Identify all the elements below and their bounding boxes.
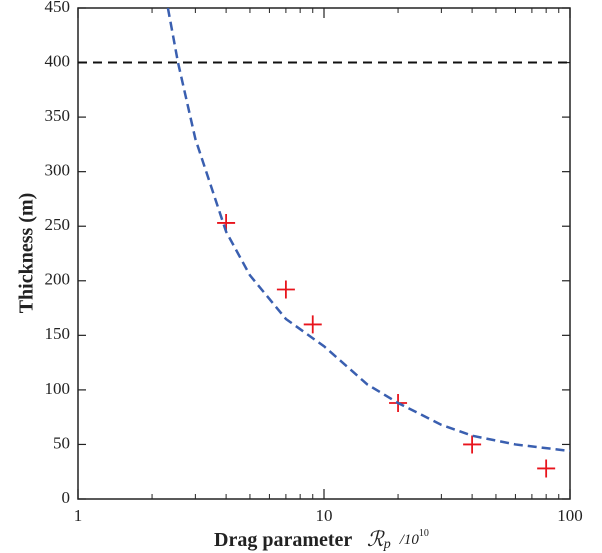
y-tick-label: 0 [62, 488, 71, 507]
fit-curve [166, 8, 570, 453]
y-tick-label: 250 [45, 215, 71, 234]
y-tick-label: 150 [45, 324, 71, 343]
y-tick-label: 50 [53, 433, 70, 452]
data-point [276, 280, 295, 299]
data-point [537, 459, 556, 478]
y-tick-label: 100 [45, 379, 71, 398]
y-tick-label: 450 [45, 0, 71, 16]
y-tick-label: 300 [45, 161, 71, 180]
x-axis-label-exponent: 10 [419, 528, 429, 539]
data-point [463, 435, 482, 454]
x-axis-label-text: Drag parameter [214, 529, 352, 551]
x-tick-label: 10 [316, 506, 333, 525]
x-tick-label: 100 [557, 506, 583, 525]
x-tick-label: 1 [74, 506, 83, 525]
x-axis-label-divisor: /10 [399, 532, 420, 548]
x-axis-label-subscript: p [383, 537, 391, 552]
y-axis-label: Thickness (m) [16, 193, 38, 314]
x-axis-label-symbol: ℛ [367, 527, 385, 551]
x-axis-label: Drag parameter ℛp /1010 [214, 527, 429, 553]
y-tick-label: 400 [45, 51, 71, 70]
plot-frame [77, 7, 571, 500]
y-tick-label: 350 [45, 106, 71, 125]
y-tick-label: 200 [45, 270, 71, 289]
data-point [303, 315, 322, 334]
